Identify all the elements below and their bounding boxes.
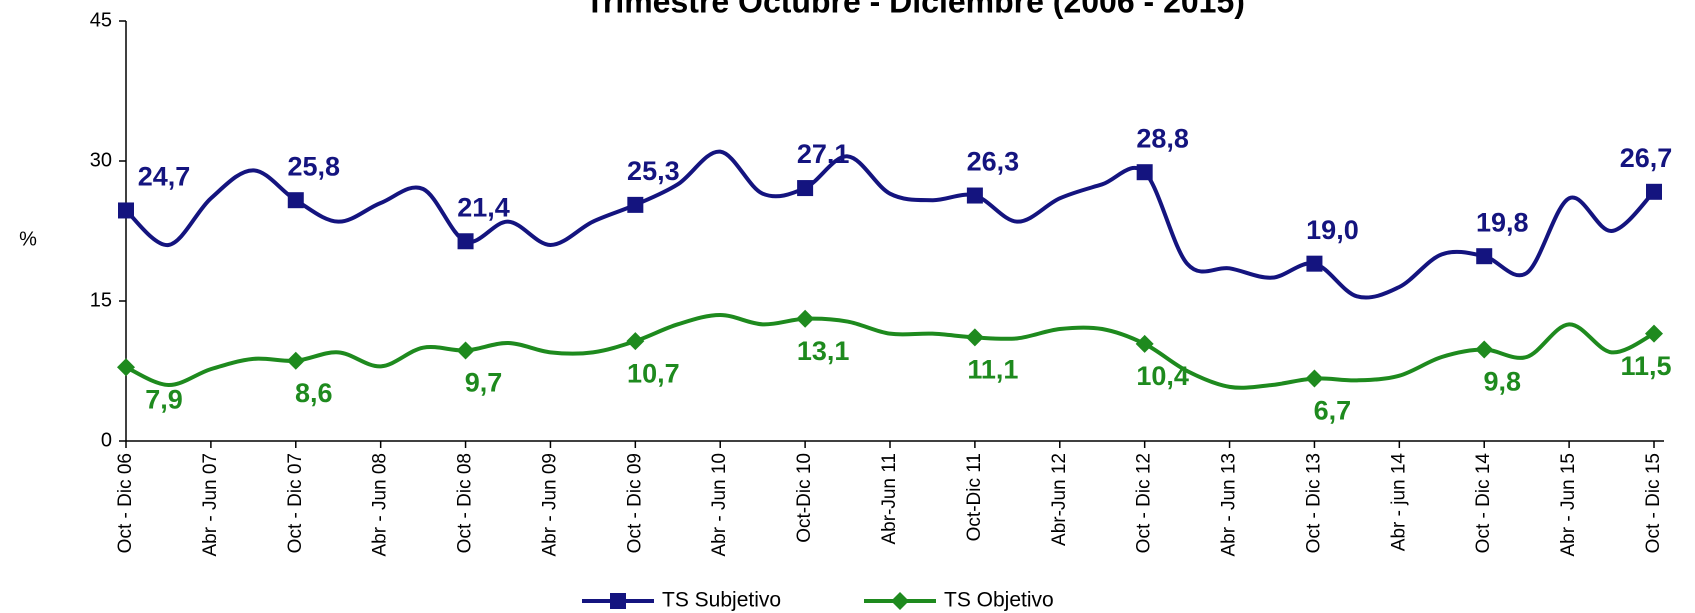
data-label: 10,7 xyxy=(627,358,680,388)
data-label: 27,1 xyxy=(797,139,850,169)
x-tick-label: Abr-Jun 12 xyxy=(1049,453,1070,546)
y-tick-label: 15 xyxy=(90,289,112,311)
marker xyxy=(627,196,644,213)
y-tick-label: 30 xyxy=(90,149,112,171)
x-tick-label: Oct - Dic 09 xyxy=(624,453,645,553)
marker xyxy=(118,202,134,219)
marker xyxy=(1646,183,1662,200)
y-axis-label: % xyxy=(19,228,37,250)
x-tick-label: Oct - Dic 08 xyxy=(455,453,476,553)
data-label: 8,6 xyxy=(295,378,333,408)
x-tick-label: Abr - Jun 08 xyxy=(370,453,391,557)
data-label: 24,7 xyxy=(138,162,191,192)
legend-marker xyxy=(610,593,626,609)
x-tick-label: Abr - Jun 15 xyxy=(1558,453,1579,557)
marker xyxy=(117,358,135,377)
marker xyxy=(1476,248,1493,265)
x-tick-label: Oct-Dic 10 xyxy=(794,453,815,543)
marker xyxy=(286,351,305,370)
marker xyxy=(287,192,304,209)
data-label: 26,7 xyxy=(1620,143,1673,173)
marker xyxy=(796,309,815,328)
marker xyxy=(457,233,474,250)
x-tick-label: Oct - Dic 06 xyxy=(115,453,136,553)
marker xyxy=(456,341,475,360)
marker xyxy=(1306,255,1323,272)
x-tick-label: Oct - Dic 13 xyxy=(1303,453,1324,553)
data-label: 28,8 xyxy=(1136,123,1189,153)
marker xyxy=(965,328,984,347)
x-tick-label: Oct-Dic 11 xyxy=(964,453,985,541)
marker xyxy=(1645,324,1663,343)
y-tick-label: 45 xyxy=(90,9,112,31)
marker xyxy=(626,332,645,351)
data-label: 10,4 xyxy=(1136,361,1189,391)
chart-title: Trimestre Octubre - Diciembre (2006 - 20… xyxy=(585,0,1245,19)
data-label: 9,7 xyxy=(465,368,503,398)
x-tick-label: Oct - Dic 14 xyxy=(1473,453,1494,554)
data-label: 7,9 xyxy=(145,384,183,414)
data-label: 19,0 xyxy=(1306,215,1359,245)
y-tick-label: 0 xyxy=(101,429,112,451)
x-tick-label: Oct - Dic 12 xyxy=(1134,453,1155,553)
marker xyxy=(1305,369,1324,388)
x-tick-label: Abr - Jun 07 xyxy=(200,453,221,557)
data-label: 6,7 xyxy=(1314,396,1352,426)
x-tick-label: Oct - Dic 07 xyxy=(285,453,306,553)
series-line xyxy=(125,312,1655,390)
marker xyxy=(797,180,814,197)
data-label: 21,4 xyxy=(457,192,510,222)
marker xyxy=(966,187,983,204)
legend-label: TS Objetivo xyxy=(944,589,1054,612)
data-label: 25,8 xyxy=(287,151,340,181)
legend-label: TS Subjetivo xyxy=(662,589,781,612)
series-line xyxy=(124,149,1656,300)
marker xyxy=(1135,334,1154,353)
data-label: 26,3 xyxy=(967,147,1020,177)
data-label: 9,8 xyxy=(1483,367,1521,397)
legend-marker xyxy=(891,592,909,610)
x-tick-label: Oct - Dic 15 xyxy=(1643,453,1664,553)
x-tick-label: Abr - jun 14 xyxy=(1388,453,1409,552)
x-tick-label: Abr - Jun 13 xyxy=(1219,453,1240,557)
marker xyxy=(1475,340,1494,359)
data-label: 13,1 xyxy=(797,336,850,366)
marker xyxy=(1136,164,1153,181)
data-label: 11,5 xyxy=(1620,351,1671,381)
data-label: 19,8 xyxy=(1476,207,1529,237)
data-label: 11,1 xyxy=(967,355,1018,385)
x-tick-label: Abr - Jun 10 xyxy=(709,453,730,557)
data-label: 25,3 xyxy=(627,156,680,186)
x-tick-label: Abr - Jun 09 xyxy=(539,453,560,557)
x-tick-label: Abr-Jun 11 xyxy=(879,453,900,545)
